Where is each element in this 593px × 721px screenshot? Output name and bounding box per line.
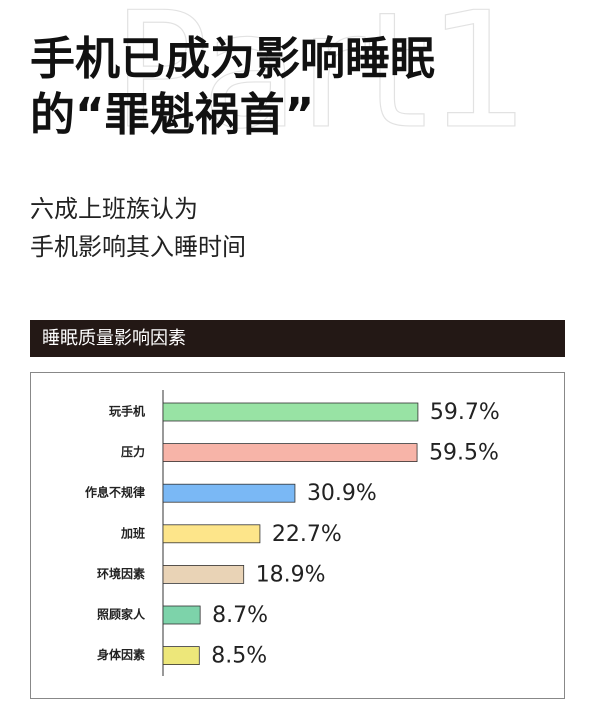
category-label: 环境因素 bbox=[97, 566, 145, 581]
bar bbox=[162, 646, 200, 665]
watermark: Part1 bbox=[112, 0, 530, 164]
chart-frame bbox=[30, 372, 565, 699]
bar bbox=[162, 524, 261, 544]
bar bbox=[162, 443, 418, 463]
value-label: 59.5% bbox=[429, 441, 499, 466]
value-label: 22.7% bbox=[272, 522, 342, 547]
category-label: 加班 bbox=[120, 525, 145, 540]
chart-header-bar bbox=[30, 320, 565, 357]
category-label: 身体因素 bbox=[97, 647, 145, 662]
bar bbox=[162, 565, 245, 584]
category-label: 照顾家人 bbox=[97, 607, 146, 622]
value-label: 8.5% bbox=[211, 644, 267, 669]
value-label: 59.7% bbox=[430, 400, 500, 425]
category-label: 作息不规律 bbox=[85, 485, 145, 500]
value-label: 30.9% bbox=[307, 481, 377, 506]
bar bbox=[162, 483, 296, 503]
category-label: 压力 bbox=[121, 444, 145, 459]
subtitle-line: 手机影响其入睡时间 bbox=[30, 233, 246, 261]
chart-title: 睡眠质量影响因素 bbox=[42, 328, 186, 349]
value-label: 8.7% bbox=[212, 603, 268, 628]
bar bbox=[162, 605, 201, 625]
title-line: 手机已成为影响睡眠 bbox=[30, 32, 435, 85]
title-line: 的“罪魁祸首” bbox=[30, 88, 314, 141]
bar bbox=[162, 402, 419, 422]
value-label: 18.9% bbox=[256, 562, 326, 587]
subtitle-line: 六成上班族认为 bbox=[30, 195, 198, 223]
category-label: 玩手机 bbox=[109, 404, 145, 419]
